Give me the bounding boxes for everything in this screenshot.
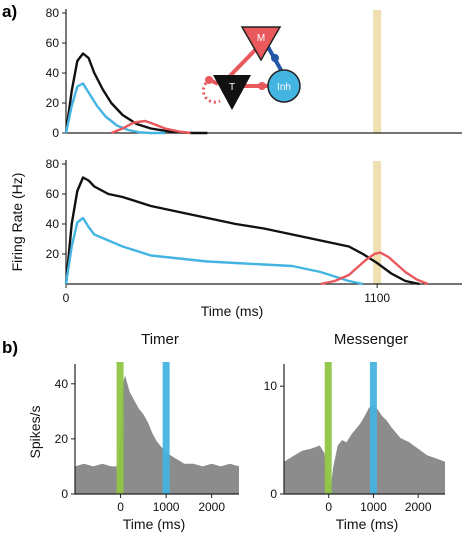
- x-tick-label-bottom-1100: 1100: [364, 291, 390, 305]
- highlight-band-top: [373, 10, 382, 133]
- series-line-top-black: [64, 52, 208, 135]
- event-bar-green-messenger: [324, 362, 332, 494]
- y-tick-label-timer-20: 20: [55, 432, 69, 446]
- title-timer: Timer: [141, 331, 179, 348]
- panel-a-label: a): [2, 2, 17, 21]
- title-messenger: Messenger: [334, 331, 408, 348]
- y-tick-label-timer-0: 0: [61, 487, 68, 501]
- series-line-bottom-blue: [64, 216, 364, 286]
- edge-m-t: [224, 45, 260, 82]
- chart-messenger-psth: 0 10 0 1000 2000: [264, 362, 445, 514]
- psth-area-timer: [75, 375, 239, 494]
- y-tick-label-bottom-20: 20: [46, 247, 60, 261]
- synapse-dot-m-inh: [271, 54, 279, 62]
- chart-top-firing-rate: 0 20 40 60 80: [46, 6, 462, 140]
- chart-timer-psth: 0 20 40 0 1000 2000: [55, 362, 239, 514]
- y-tick-label-timer-40: 40: [55, 377, 69, 391]
- event-bar-green-timer: [116, 362, 124, 494]
- panel-b-label: b): [2, 338, 18, 357]
- node-t-label: T: [229, 82, 235, 93]
- x-tick-label-timer-2000: 2000: [198, 500, 225, 514]
- psth-area-messenger: [284, 404, 445, 494]
- y-tick-label-bottom-60: 60: [46, 187, 60, 201]
- y-tick-label-messenger-10: 10: [264, 379, 278, 393]
- node-m-label: M: [257, 33, 265, 44]
- x-tick-label-messenger-2000: 2000: [405, 500, 432, 514]
- y-tick-label-top-0: 0: [52, 126, 59, 140]
- series-line-bottom-black: [64, 176, 420, 286]
- node-t-triangle: [213, 75, 251, 110]
- y-tick-label-bottom-80: 80: [46, 157, 60, 171]
- x-tick-label-messenger-0: 0: [325, 500, 332, 514]
- node-inh-label: Inh: [277, 82, 291, 93]
- x-tick-label-messenger-1000: 1000: [360, 500, 387, 514]
- x-axis-label-time-timer: Time (ms): [123, 516, 185, 532]
- synapse-dot-t-inh: [258, 82, 266, 90]
- y-tick-label-bottom-40: 40: [46, 217, 60, 231]
- y-tick-label-top-80: 80: [46, 6, 60, 20]
- y-tick-label-top-40: 40: [46, 66, 60, 80]
- x-axis-label-time-messenger: Time (ms): [336, 516, 398, 532]
- chart-bottom-firing-rate: 20 40 60 80 0 1100: [46, 157, 462, 305]
- y-tick-label-top-60: 60: [46, 36, 60, 50]
- node-m-triangle: [240, 26, 282, 62]
- series-line-top-blue: [64, 82, 165, 135]
- x-axis-label-time-a: Time (ms): [201, 303, 263, 319]
- y-axis-label-firing-rate: Firing Rate (Hz): [9, 173, 25, 272]
- network-inset: M T Inh: [201, 26, 301, 110]
- highlight-band-bottom: [373, 161, 382, 284]
- series-line-top-red: [110, 119, 191, 135]
- series-line-bottom-red: [320, 251, 429, 286]
- node-inh-circle: [267, 69, 301, 103]
- y-tick-label-messenger-0: 0: [270, 487, 277, 501]
- x-tick-label-timer-0: 0: [117, 500, 124, 514]
- y-axis-label-spikes: Spikes/s: [27, 406, 43, 459]
- event-bar-blue-messenger: [369, 362, 377, 494]
- x-tick-label-timer-1000: 1000: [153, 500, 180, 514]
- x-tick-label-bottom-0: 0: [63, 291, 70, 305]
- y-tick-label-top-20: 20: [46, 96, 60, 110]
- event-bar-blue-timer: [162, 362, 170, 494]
- synapse-dot-self: [205, 76, 213, 84]
